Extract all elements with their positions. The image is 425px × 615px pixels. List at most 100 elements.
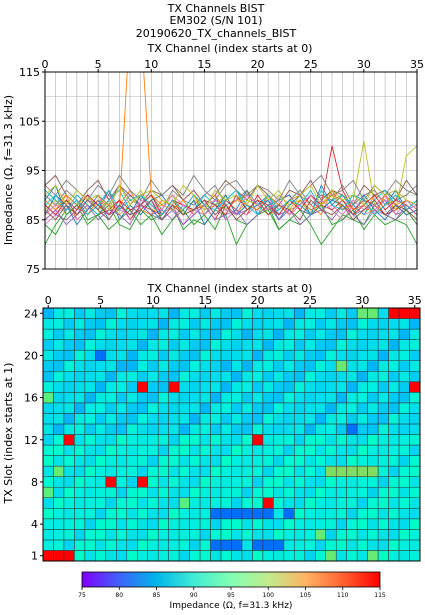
heatmap-cell [64, 487, 74, 498]
colorbar-tick-label: 105 [300, 592, 312, 599]
heatmap-cell [378, 361, 388, 372]
heatmap-cell [127, 413, 137, 424]
heatmap-cell [232, 550, 242, 561]
heatmap-cell [74, 329, 84, 340]
heatmap-cell [263, 340, 273, 351]
heatmap-cell [357, 329, 367, 340]
heatmap-cell [43, 424, 53, 435]
heatmap-cell [410, 382, 420, 393]
line-ytick-label: 105 [19, 115, 40, 128]
heatmap-cell [305, 550, 315, 561]
heatmap-cell [221, 456, 231, 467]
heatmap-cell [190, 361, 200, 372]
heatmap-cell [179, 413, 189, 424]
heatmap-cell [284, 519, 294, 530]
heatmap-cell [315, 329, 325, 340]
heatmap-cell [410, 350, 420, 361]
heatmap-cell [315, 340, 325, 351]
heatmap-cell [116, 392, 126, 403]
heatmap-cell [273, 508, 283, 519]
heatmap-cell [242, 456, 252, 467]
heatmap-cell [242, 508, 252, 519]
heatmap-cell [127, 445, 137, 456]
heatmap-cell [347, 540, 357, 551]
heatmap-cell [389, 445, 399, 456]
heatmap-cell [315, 529, 325, 540]
heatmap-cell [137, 519, 147, 530]
heatmap-cell [43, 466, 53, 477]
heatmap-cell [200, 319, 210, 330]
heatmap-cell [116, 413, 126, 424]
heatmap-cell [368, 413, 378, 424]
heatmap-cell [252, 487, 262, 498]
heatmap-cell [116, 540, 126, 551]
heatmap-cell [294, 403, 304, 414]
heatmap-cell [326, 329, 336, 340]
heatmap-cell [294, 540, 304, 551]
figure-title: TX Channels BIST EM302 (S/N 101) 2019062… [136, 2, 297, 40]
heatmap-cell [179, 382, 189, 393]
heatmap-cell [336, 435, 346, 446]
heatmap-cell [127, 466, 137, 477]
line-xtick-label: 0 [42, 58, 49, 71]
heatmap-cell [169, 445, 179, 456]
heatmap-cell [336, 519, 346, 530]
heatmap-cell [273, 340, 283, 351]
heatmap-cell [336, 403, 346, 414]
heatmap-cell [389, 319, 399, 330]
heatmap-cell [378, 550, 388, 561]
heatmap-cell [242, 540, 252, 551]
line-xtick-label: 25 [304, 58, 318, 71]
heatmap-cell [106, 329, 116, 340]
heatmap-cell [242, 382, 252, 393]
heatmap-cell [200, 519, 210, 530]
heatmap-cell [399, 371, 409, 382]
heatmap-cell [357, 508, 367, 519]
heatmap-cell [116, 466, 126, 477]
heatmap-cell [232, 319, 242, 330]
heatmap-cell [389, 529, 399, 540]
heatmap-cell [158, 529, 168, 540]
heatmap-cell [263, 529, 273, 540]
heatmap-cell [378, 487, 388, 498]
heatmap-cell [336, 308, 346, 319]
heatmap-cell [378, 529, 388, 540]
heatmap-cell [242, 403, 252, 414]
heatmap-cell [53, 350, 63, 361]
heatmap-cell [127, 550, 137, 561]
heatmap-cell [357, 519, 367, 530]
heatmap-cell [284, 529, 294, 540]
heatmap-cell [137, 361, 147, 372]
heatmap-cell [43, 498, 53, 509]
heatmap-cell [148, 445, 158, 456]
heatmap-cell [263, 329, 273, 340]
line-ytick-label: 95 [26, 165, 40, 178]
heatmap-cell [200, 477, 210, 488]
heatmap-cell [284, 361, 294, 372]
heatmap-cell [294, 361, 304, 372]
heatmap-xlabel: TX Channel (index starts at 0) [147, 282, 313, 295]
heatmap-cell [85, 392, 95, 403]
heatmap-cell [95, 371, 105, 382]
colorbar-tick-label: 85 [153, 592, 161, 599]
heatmap-cell [410, 508, 420, 519]
heatmap-cell [64, 529, 74, 540]
heatmap-cell [95, 413, 105, 424]
heatmap-cell [336, 329, 346, 340]
heatmap-cell [368, 403, 378, 414]
heatmap-cell [190, 340, 200, 351]
heatmap-cell [116, 361, 126, 372]
heatmap-cell [169, 519, 179, 530]
heatmap-cell [169, 540, 179, 551]
heatmap-cell [221, 477, 231, 488]
heatmap-cell [368, 424, 378, 435]
heatmap-cell [85, 466, 95, 477]
heatmap-cell [273, 550, 283, 561]
heatmap-cell [273, 371, 283, 382]
heatmap-cell [273, 519, 283, 530]
heatmap-cell [137, 540, 147, 551]
heatmap-cell [284, 403, 294, 414]
heatmap-cell [200, 456, 210, 467]
heatmap-cell [190, 371, 200, 382]
heatmap-cell [74, 477, 84, 488]
